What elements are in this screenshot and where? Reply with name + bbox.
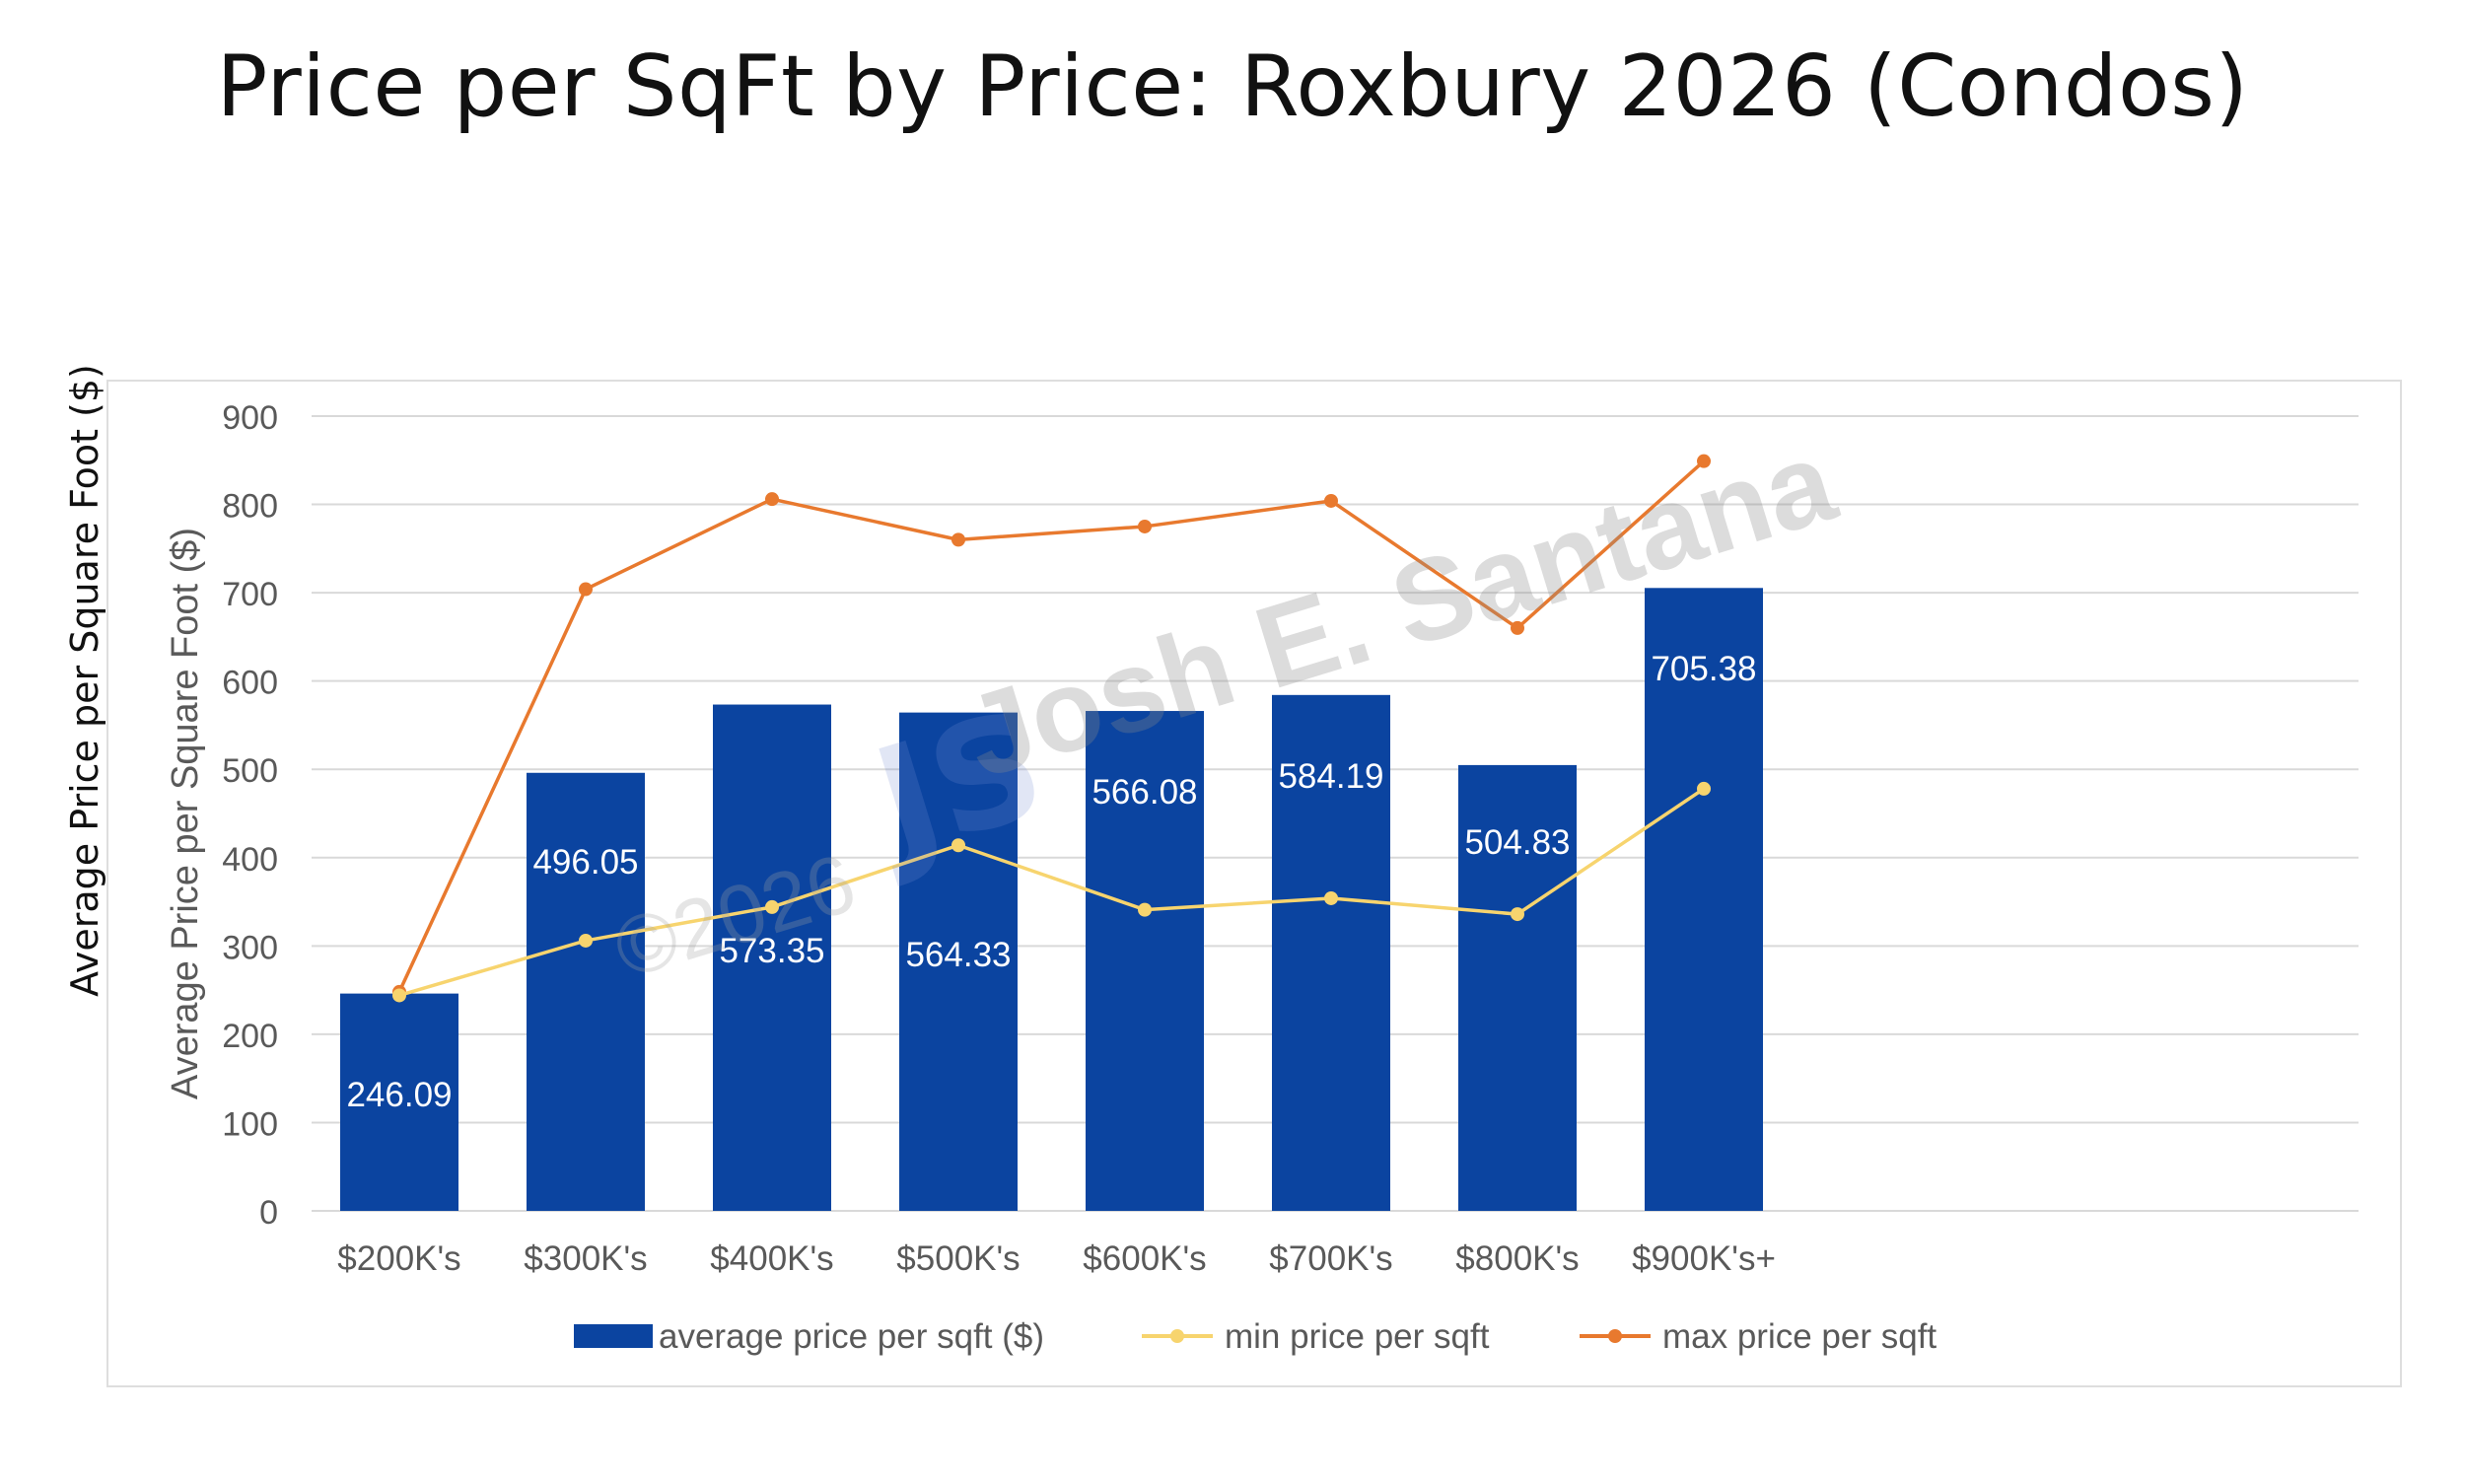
y-tick-label: 400	[222, 841, 278, 879]
bar-data-label: 496.05	[532, 843, 638, 882]
legend: average price per sqft ($) min price per …	[574, 1317, 1937, 1356]
bar-data-label: 566.08	[1092, 773, 1197, 812]
bar-data-label: 705.38	[1651, 650, 1756, 688]
line-point	[1697, 454, 1711, 468]
line-point	[579, 582, 593, 597]
line-point	[951, 532, 965, 547]
legend-label: average price per sqft ($)	[659, 1317, 1044, 1356]
chart-frame	[106, 380, 2402, 1387]
y-tick-label: 100	[222, 1105, 278, 1143]
line-point	[1138, 902, 1152, 917]
bar	[1086, 711, 1204, 1211]
x-tick-label: $900K's+	[1632, 1239, 1776, 1278]
bar	[527, 772, 645, 1211]
bar-data-label: 584.19	[1278, 757, 1383, 796]
y-tick-label: 200	[222, 1018, 278, 1055]
y-tick-label: 500	[222, 752, 278, 790]
line-point	[579, 933, 593, 948]
line-point	[765, 492, 779, 507]
x-tick-label: $600K's	[1083, 1239, 1206, 1278]
legend-swatch-marker	[1170, 1329, 1184, 1343]
x-tick-label: $400K's	[710, 1239, 833, 1278]
legend-swatch-marker	[1608, 1329, 1622, 1343]
bar	[1272, 694, 1390, 1211]
bar-data-label: 246.09	[346, 1076, 452, 1114]
x-axis-ticks: $200K's $300K's $400K's $500K's $600K's $700K…	[337, 1239, 1776, 1278]
bar-data-label: 573.35	[719, 932, 824, 970]
legend-label: max price per sqft	[1662, 1317, 1937, 1356]
series-line	[397, 459, 1706, 993]
line-point	[1697, 781, 1711, 796]
x-tick-label: $500K's	[896, 1239, 1020, 1278]
x-tick-label: $700K's	[1269, 1239, 1392, 1278]
bar	[1645, 588, 1763, 1211]
line-point	[1138, 519, 1152, 533]
bar-series	[340, 588, 1763, 1211]
line-series	[392, 454, 1711, 1003]
bar	[340, 993, 458, 1211]
line-point	[1511, 907, 1524, 922]
y-tick-label: 0	[259, 1194, 278, 1232]
bar	[899, 712, 1018, 1211]
bar-data-labels: 246.09 496.05 573.35 564.33 566.08 584.19 504.…	[346, 650, 1756, 1114]
line-point	[1324, 890, 1338, 905]
y-tick-label: 800	[222, 488, 278, 526]
y-tick-label: 700	[222, 576, 278, 613]
bar-data-label: 564.33	[905, 936, 1011, 974]
line-point	[765, 899, 779, 914]
y-tick-label: 300	[222, 929, 278, 966]
page-title: Price per SqFt by Price: Roxbury 2026 (C…	[216, 37, 2249, 136]
x-tick-label: $800K's	[1455, 1239, 1579, 1278]
y-axis-ticks: 0 100 200 300 400 500 600 700 800 900	[222, 399, 278, 1232]
x-tick-label: $300K's	[524, 1239, 647, 1278]
line-point	[1511, 620, 1524, 635]
y-tick-label: 900	[222, 399, 278, 437]
y-tick-label: 600	[222, 665, 278, 702]
bar	[1458, 764, 1577, 1211]
line-point	[392, 988, 406, 1003]
series-line	[398, 787, 1705, 998]
bar-data-label: 504.83	[1464, 823, 1570, 862]
bar	[713, 704, 831, 1211]
y-axis-label: Average Price per Square Foot ($)	[165, 528, 206, 1099]
x-tick-label: $200K's	[337, 1239, 460, 1278]
line-point	[951, 838, 965, 853]
line-point	[1324, 493, 1338, 508]
legend-swatch-bar	[574, 1324, 653, 1348]
legend-label: min price per sqft	[1225, 1317, 1490, 1356]
